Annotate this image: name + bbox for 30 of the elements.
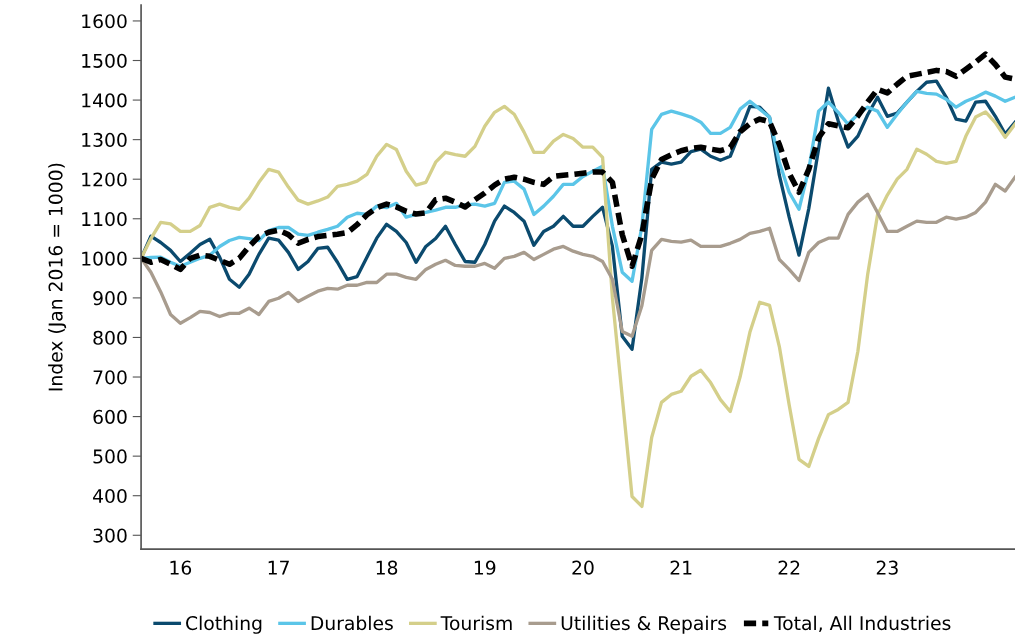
legend-label: Total, All Industries <box>773 615 951 633</box>
y-tick-label: 600 <box>93 409 127 424</box>
y-tick-label: 1200 <box>82 172 127 187</box>
x-tick-label: 20 <box>572 560 594 575</box>
y-tick-label: 1600 <box>82 14 127 29</box>
y-tick-label: 1000 <box>82 251 127 266</box>
x-tick-label: 17 <box>268 560 289 575</box>
y-tick-label: 1500 <box>82 53 127 68</box>
y-tick-label: 700 <box>93 370 127 385</box>
line-series <box>141 175 1015 338</box>
y-tick-label: 900 <box>93 291 127 306</box>
y-tick-label: 500 <box>93 449 127 464</box>
y-tick-label: 400 <box>93 488 127 504</box>
line-series <box>141 104 1015 509</box>
x-tick-label: 19 <box>474 560 496 575</box>
y-tick-label: 1300 <box>82 132 127 148</box>
y-tick-label: 1400 <box>82 93 127 108</box>
x-tick-label: 16 <box>170 560 192 575</box>
legend-label: Durables <box>311 615 393 631</box>
x-tick-label: 18 <box>376 560 398 575</box>
y-tick-label: 1100 <box>82 211 127 227</box>
y-tick-label: 800 <box>93 330 127 345</box>
legend-label: Clothing <box>186 615 262 634</box>
x-tick-label: 22 <box>778 560 800 575</box>
y-axis-title: Index (Jan 2016 = 1000) <box>48 163 67 391</box>
x-tick-label: 21 <box>670 560 692 575</box>
legend-label: Utilities & Repairs <box>561 615 727 634</box>
legend-label: Tourism <box>440 615 512 631</box>
x-tick-label: 23 <box>876 560 898 575</box>
y-tick-label: 300 <box>93 528 127 543</box>
